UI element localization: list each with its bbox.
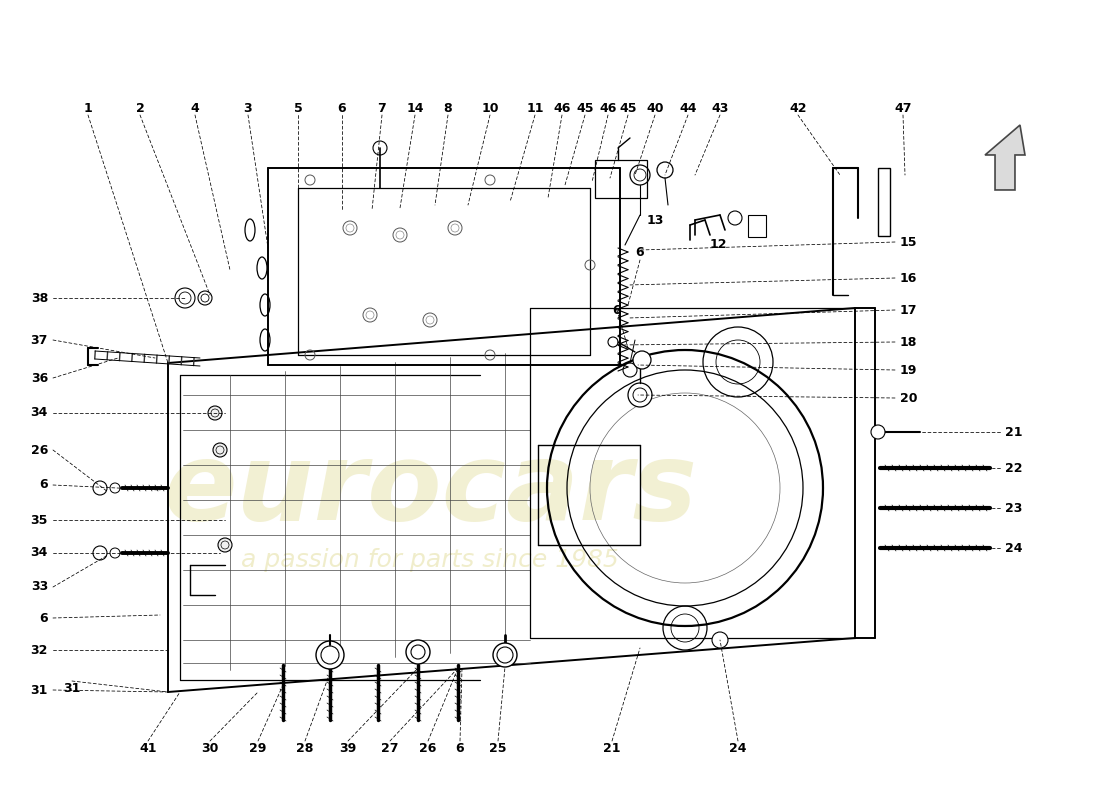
Circle shape [213, 443, 227, 457]
Text: 4: 4 [190, 102, 199, 114]
Text: 26: 26 [31, 443, 48, 457]
Text: 1: 1 [84, 102, 92, 114]
Text: 45: 45 [619, 102, 637, 114]
Text: 46: 46 [600, 102, 617, 114]
Text: 2: 2 [135, 102, 144, 114]
Text: 46: 46 [553, 102, 571, 114]
Text: 20: 20 [900, 391, 917, 405]
Text: 6: 6 [636, 246, 645, 259]
Text: 27: 27 [382, 742, 398, 754]
Bar [595, 160, 647, 198]
Text: 37: 37 [31, 334, 48, 346]
Text: 16: 16 [900, 271, 917, 285]
Text: 15: 15 [900, 235, 917, 249]
Text: 13: 13 [647, 214, 663, 226]
Circle shape [712, 632, 728, 648]
Text: 34: 34 [31, 406, 48, 419]
Text: 26: 26 [419, 742, 437, 754]
Text: 39: 39 [340, 742, 356, 754]
Text: 32: 32 [31, 643, 48, 657]
Text: 41: 41 [140, 742, 156, 754]
Text: 6: 6 [612, 303, 620, 317]
Circle shape [628, 383, 652, 407]
Circle shape [316, 641, 344, 669]
Text: 18: 18 [900, 335, 917, 349]
Text: 7: 7 [377, 102, 386, 114]
Circle shape [871, 425, 886, 439]
Bar [878, 168, 890, 236]
Circle shape [493, 643, 517, 667]
Text: 29: 29 [250, 742, 266, 754]
Text: 24: 24 [729, 742, 747, 754]
Polygon shape [984, 125, 1025, 190]
Text: 45: 45 [576, 102, 594, 114]
Text: 6: 6 [338, 102, 346, 114]
Circle shape [406, 640, 430, 664]
Text: 3: 3 [244, 102, 252, 114]
Text: a passion for parts since 1985: a passion for parts since 1985 [241, 548, 619, 572]
Text: 25: 25 [490, 742, 507, 754]
Text: 24: 24 [1005, 542, 1023, 554]
Text: 30: 30 [201, 742, 219, 754]
Text: 12: 12 [710, 238, 727, 251]
Text: 14: 14 [406, 102, 424, 114]
Text: 5: 5 [294, 102, 302, 114]
Text: 19: 19 [900, 363, 917, 377]
Circle shape [208, 406, 222, 420]
Text: 21: 21 [1005, 426, 1023, 438]
Text: 6: 6 [40, 611, 48, 625]
Circle shape [218, 538, 232, 552]
Text: eurocars: eurocars [163, 437, 697, 543]
Text: 6: 6 [40, 478, 48, 491]
Text: 6: 6 [455, 742, 464, 754]
Text: 38: 38 [31, 291, 48, 305]
Text: 8: 8 [443, 102, 452, 114]
Text: 40: 40 [647, 102, 663, 114]
Text: 28: 28 [296, 742, 314, 754]
Text: 22: 22 [1005, 462, 1023, 474]
Text: 10: 10 [482, 102, 498, 114]
Text: 35: 35 [31, 514, 48, 526]
Text: 47: 47 [894, 102, 912, 114]
Text: 11: 11 [526, 102, 543, 114]
Bar [748, 215, 766, 237]
Text: 43: 43 [712, 102, 728, 114]
Text: 31: 31 [31, 683, 48, 697]
Circle shape [632, 351, 651, 369]
Text: 31: 31 [64, 682, 80, 694]
Text: 21: 21 [603, 742, 620, 754]
Text: 42: 42 [790, 102, 806, 114]
Text: 33: 33 [31, 581, 48, 594]
Text: 44: 44 [680, 102, 696, 114]
Text: 23: 23 [1005, 502, 1022, 514]
Text: 36: 36 [31, 371, 48, 385]
Text: 34: 34 [31, 546, 48, 559]
Text: 17: 17 [900, 303, 917, 317]
